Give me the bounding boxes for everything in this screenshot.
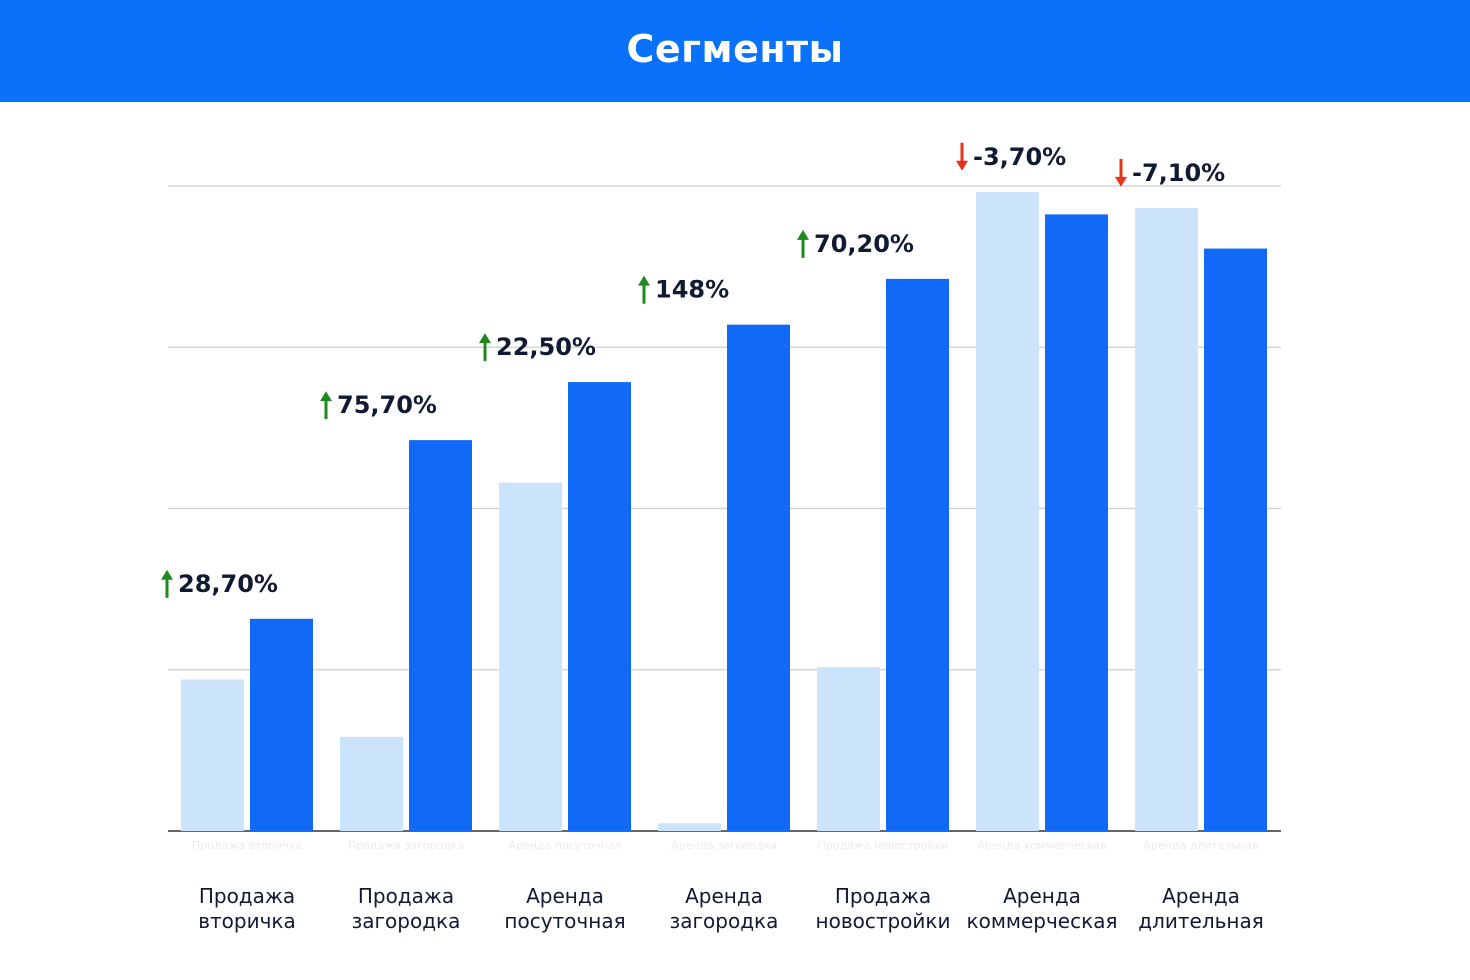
category-label: посуточная — [504, 909, 625, 933]
arrow-up-icon — [797, 229, 809, 258]
category-label: Аренда — [526, 884, 604, 908]
x-tick-label: Аренда коммерческая — [977, 839, 1106, 852]
category-label: вторичка — [198, 909, 296, 933]
category-label: Аренда — [685, 884, 763, 908]
bar-current — [409, 440, 472, 831]
header-bar: Сегменты — [0, 0, 1470, 102]
page-title: Сегменты — [626, 27, 844, 71]
x-tick-label: Аренда загородка — [671, 839, 777, 852]
bar-current — [1204, 248, 1267, 831]
change-label: 28,70% — [178, 570, 278, 598]
category-label: Аренда — [1003, 884, 1081, 908]
x-tick-label: Продажа новостройки — [818, 839, 949, 852]
category-label: Продажа — [358, 884, 454, 908]
bar-previous — [181, 679, 244, 831]
change-label: 148% — [655, 276, 729, 304]
arrow-up-icon — [479, 333, 491, 362]
arrow-up-icon — [161, 569, 173, 598]
category-label: загородка — [352, 909, 461, 933]
bar-current — [886, 278, 949, 831]
category-label: загородка — [670, 909, 779, 933]
x-tick-label: Продажа вторичка — [192, 839, 302, 852]
category-label: коммерческая — [967, 909, 1118, 933]
bar-current — [1045, 214, 1108, 831]
change-label: -3,70% — [973, 143, 1066, 171]
arrow-up-icon — [638, 275, 650, 304]
x-tick-label: Аренда посуточная — [509, 839, 622, 852]
change-label: 70,20% — [814, 230, 914, 258]
change-label: 75,70% — [337, 391, 437, 419]
arrow-down-icon — [956, 142, 968, 171]
bar-previous — [976, 191, 1039, 831]
bar-previous — [499, 482, 562, 831]
category-label: Продажа — [199, 884, 295, 908]
category-label: длительная — [1138, 909, 1264, 933]
x-tick-label: Продажа загородка — [348, 839, 464, 852]
category-label: Аренда — [1162, 884, 1240, 908]
bar-previous — [340, 736, 403, 831]
change-label: -7,10% — [1132, 159, 1225, 187]
change-label: 22,50% — [496, 333, 596, 361]
arrow-up-icon — [320, 391, 332, 420]
category-label: новостройки — [816, 909, 951, 933]
bar-previous — [817, 667, 880, 831]
bar-previous — [1135, 207, 1198, 831]
x-tick-label: Аренда длительная — [1143, 839, 1258, 852]
bar-current — [568, 382, 631, 831]
bar-previous — [658, 823, 721, 831]
bar-current — [250, 618, 313, 831]
arrow-down-icon — [1115, 158, 1127, 187]
bar-current — [727, 324, 790, 831]
labels: 28,70%Продажа вторичкаПродажавторичка75,… — [161, 142, 1264, 933]
category-label: Продажа — [835, 884, 931, 908]
bars — [181, 191, 1267, 831]
